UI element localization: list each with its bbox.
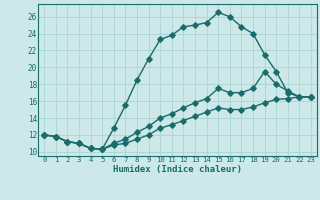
X-axis label: Humidex (Indice chaleur): Humidex (Indice chaleur) [113, 165, 242, 174]
